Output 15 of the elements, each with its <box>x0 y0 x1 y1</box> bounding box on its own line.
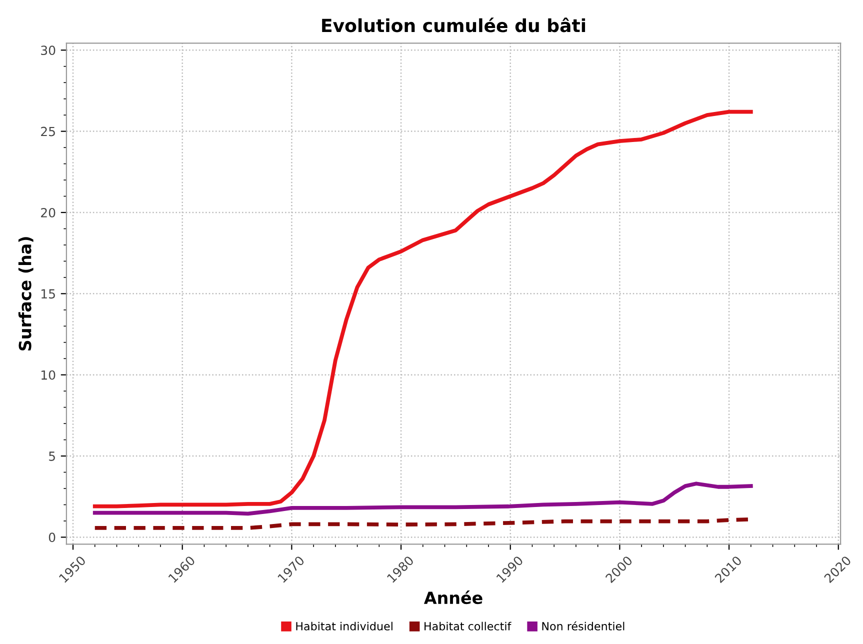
legend-label: Non résidentiel <box>542 621 624 630</box>
y-tick-label: 15 <box>42 289 55 299</box>
y-tick-label: 5 <box>49 452 55 461</box>
line-series <box>92 110 753 508</box>
chart-title: Evolution cumulée du bâti <box>322 18 586 32</box>
y-tick-label: 30 <box>41 46 56 56</box>
line-series <box>92 482 753 516</box>
y-tick-label: 0 <box>48 532 56 542</box>
x-axis-title: Année <box>424 590 482 604</box>
y-tick-label: 25 <box>41 126 55 136</box>
y-tick-label: 20 <box>41 208 56 218</box>
y-axis-title: Surface (ha) <box>18 237 34 350</box>
y-tick-label: 10 <box>42 370 56 380</box>
legend-label: Habitat collectif <box>424 622 512 630</box>
legend-label: Habitat individuel <box>296 622 392 630</box>
